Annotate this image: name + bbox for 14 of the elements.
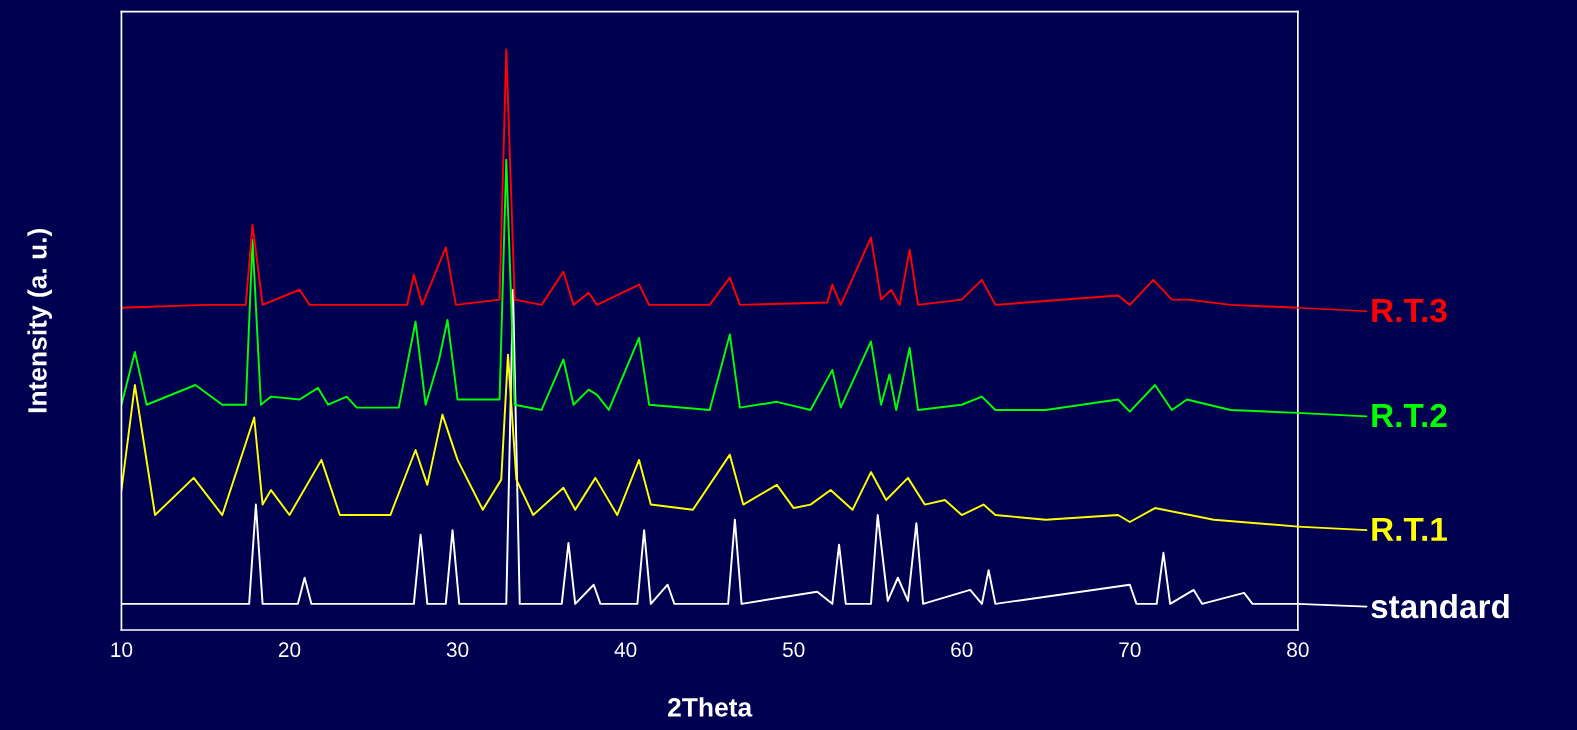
x-tick-label: 40 — [614, 642, 637, 658]
x-tick-label: 50 — [782, 642, 805, 658]
legend-label: R.T.1 — [1372, 517, 1447, 541]
x-tick-label: 30 — [446, 642, 469, 658]
legend-label: R.T.3 — [1372, 298, 1447, 323]
x-axis-title: 2Theta — [668, 697, 753, 717]
y-axis-title: Intensity (a. u.) — [27, 229, 52, 413]
x-tick-label: 20 — [278, 642, 301, 658]
legend-label: standard — [1371, 593, 1509, 619]
x-tick-label: 80 — [1287, 642, 1309, 658]
legend-label: R.T.2 — [1372, 403, 1447, 428]
x-tick-label: 70 — [1119, 642, 1141, 658]
x-tick-label: 10 — [111, 642, 133, 658]
x-tick-label: 60 — [951, 642, 973, 658]
